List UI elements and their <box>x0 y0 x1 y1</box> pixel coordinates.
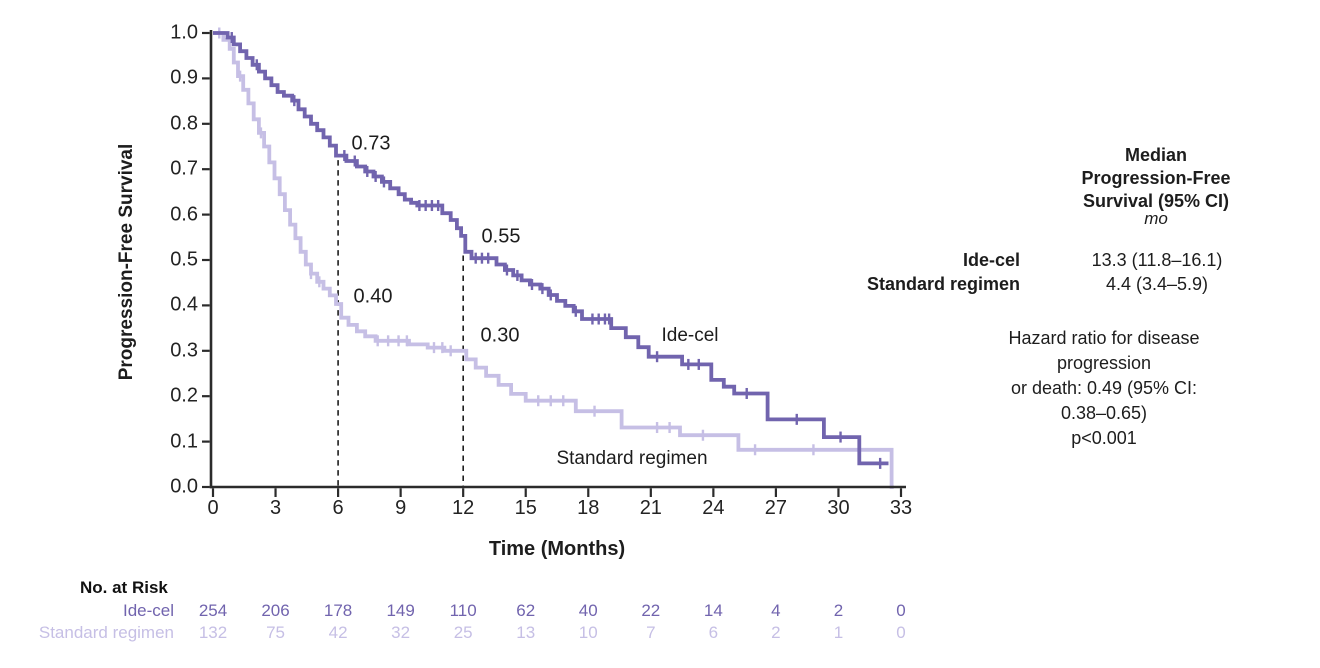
curve-label-standard-regimen: Standard regimen <box>556 448 708 469</box>
risk-count-standard: 13 <box>516 623 536 642</box>
y-tick-label: 0.0 <box>170 475 198 498</box>
y-tick-label: 0.2 <box>170 384 198 407</box>
y-tick-label: 0.4 <box>170 293 198 316</box>
risk-count-standard: 10 <box>578 623 598 642</box>
landmark-value-standard-12mo: 0.30 <box>480 324 520 347</box>
risk-count-standard: 0 <box>896 623 906 642</box>
hazard-ratio-text: Hazard ratio for disease progression or … <box>1008 328 1200 448</box>
x-axis-title: Time (Months) <box>488 538 626 560</box>
median-row-value-standard: 4.4 (3.4–5.9) <box>1105 274 1209 294</box>
risk-count-standard: 75 <box>266 623 285 642</box>
x-tick-label: 12 <box>452 497 475 519</box>
x-tick-label: 9 <box>395 497 407 519</box>
x-tick-label: 3 <box>269 497 282 519</box>
risk-count-standard: 32 <box>391 623 411 642</box>
km-curve-standard-regimen <box>213 31 894 489</box>
risk-count-ide-cel: 0 <box>896 601 906 620</box>
risk-count-ide-cel: 254 <box>198 601 228 620</box>
risk-count-ide-cel: 14 <box>703 601 723 620</box>
risk-row-label-standard: Standard regimen <box>38 623 174 642</box>
curve-label-ide-cel: Ide-cel <box>661 325 719 346</box>
risk-count-standard: 25 <box>453 623 473 642</box>
risk-count-ide-cel: 4 <box>771 601 781 620</box>
x-tick-label: 0 <box>207 497 219 519</box>
median-row-label-ide-cel: Ide-cel <box>962 250 1020 270</box>
risk-count-standard: 42 <box>328 623 348 642</box>
y-tick-label: 0.5 <box>170 248 198 271</box>
median-row-value-ide-cel: 13.3 (11.8–16.1) <box>1091 250 1223 270</box>
median-pfs-header: Median Progression-Free Survival (95% CI… <box>1081 145 1231 211</box>
x-tick-label: 6 <box>332 497 344 519</box>
y-tick-label: 1.0 <box>170 21 198 44</box>
y-tick-label: 0.3 <box>170 339 198 362</box>
risk-count-ide-cel: 110 <box>449 601 477 620</box>
risk-count-standard: 7 <box>646 623 656 642</box>
y-tick-label: 0.1 <box>170 430 198 453</box>
x-tick-label: 24 <box>702 497 725 519</box>
x-tick-label: 30 <box>827 497 850 519</box>
x-tick-label: 18 <box>577 497 600 519</box>
risk-count-ide-cel: 62 <box>516 601 536 620</box>
risk-count-ide-cel: 22 <box>641 601 661 620</box>
risk-table-title: No. at Risk <box>80 578 168 597</box>
y-tick-label: 0.8 <box>170 112 198 135</box>
risk-count-ide-cel: 206 <box>261 601 290 620</box>
x-tick-label: 21 <box>639 497 662 519</box>
y-tick-label: 0.9 <box>170 66 198 89</box>
risk-count-standard: 132 <box>198 623 228 642</box>
km-curve-ide-cel <box>213 31 889 466</box>
risk-count-standard: 6 <box>708 623 719 642</box>
risk-count-ide-cel: 2 <box>833 601 844 620</box>
landmark-value-idecel-6mo: 0.73 <box>351 132 391 155</box>
risk-row-label-ide-cel: Ide-cel <box>122 601 174 620</box>
median-row-label-standard: Standard regimen <box>866 274 1020 294</box>
x-tick-label: 33 <box>889 497 913 519</box>
landmark-value-idecel-12mo: 0.55 <box>481 225 521 248</box>
x-tick-label: 27 <box>764 497 788 519</box>
landmark-value-standard-6mo: 0.40 <box>353 285 393 308</box>
median-pfs-unit: mo <box>1144 209 1168 228</box>
risk-count-ide-cel: 178 <box>323 601 353 620</box>
y-axis-title: Progression-Free Survival <box>116 143 137 381</box>
y-tick-label: 0.7 <box>170 157 198 180</box>
risk-count-standard: 2 <box>771 623 781 642</box>
risk-count-ide-cel: 149 <box>386 601 415 620</box>
risk-count-ide-cel: 40 <box>578 601 598 620</box>
x-tick-label: 15 <box>514 497 537 519</box>
risk-count-standard: 1 <box>833 623 844 642</box>
y-tick-label: 0.6 <box>170 203 198 226</box>
